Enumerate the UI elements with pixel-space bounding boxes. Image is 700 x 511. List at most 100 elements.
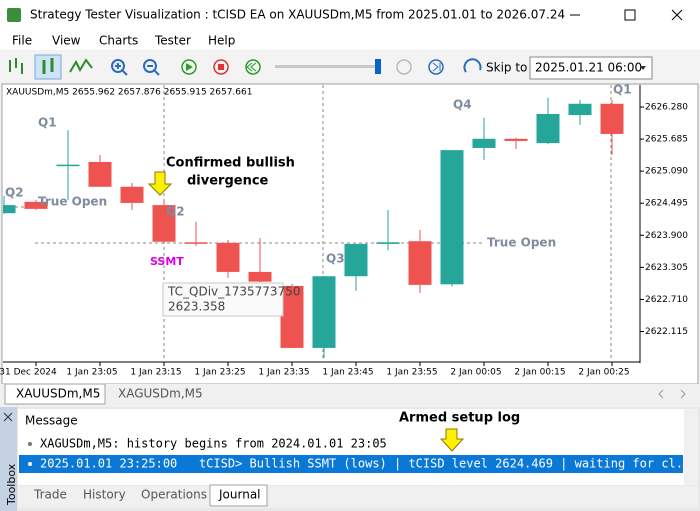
log-row[interactable]: XAGUSDm,M5: history begins from 2024.01.… — [40, 437, 387, 451]
row-bullet — [28, 462, 32, 466]
candle-body — [248, 271, 272, 282]
speed-slider[interactable] — [275, 65, 380, 68]
date-value: 2025.01.21 06:00 — [535, 61, 642, 75]
candle-body — [152, 205, 176, 242]
dropdown-arrow[interactable] — [640, 66, 646, 70]
bottom-tab[interactable]: Operations — [141, 488, 207, 502]
x-tick-label: 1 Jan 23:05 — [66, 368, 117, 378]
menu-item[interactable]: Tester — [154, 34, 191, 48]
chart-overlays: 2626.280 2625.685 2625.090 2624.495 2623.900… — [0, 83, 688, 378]
symbol-tab-active[interactable] — [4, 383, 106, 405]
bottom-tab[interactable]: Journal — [218, 488, 261, 502]
play-button[interactable] — [181, 59, 197, 75]
x-tick-label: 31 Dec 2024 — [0, 368, 57, 378]
symbol-tab[interactable]: XAUUSDm,M5 — [16, 387, 100, 401]
stop-button[interactable] — [213, 59, 229, 75]
scrollbar[interactable] — [684, 409, 698, 485]
log-callout: Armed setup log — [399, 411, 520, 426]
candle-icon — [42, 58, 54, 74]
rewind-button[interactable] — [245, 59, 261, 75]
skip-icon — [463, 58, 482, 73]
y-tick-label: 2625.685 — [645, 135, 688, 145]
tooltip-value: 2623.358 — [168, 300, 225, 314]
menu-item[interactable]: Help — [208, 34, 235, 48]
window-title: Strategy Tester Visualization : tCISD EA… — [30, 8, 565, 22]
candle-body — [120, 186, 144, 203]
toolbox-close[interactable] — [3, 412, 13, 422]
rewind-icon — [246, 62, 257, 72]
candle-body — [536, 113, 560, 144]
x-tick-label: 2 Jan 00:25 — [578, 368, 629, 378]
toolbox-label: Toolbox — [5, 463, 18, 506]
candles — [3, 97, 624, 359]
bottom-tab[interactable]: Trade — [33, 488, 67, 502]
toolbox-strip — [0, 407, 17, 511]
tab-scroll[interactable] — [658, 389, 686, 399]
zoom-in-button[interactable] — [111, 59, 125, 73]
log-row[interactable]: 2025.01.01 23:25:00 tCISD> Bullish SSMT … — [40, 457, 697, 471]
date-input[interactable] — [529, 56, 653, 80]
bottom-tab-active[interactable] — [209, 484, 268, 507]
candle-body — [568, 103, 592, 116]
candle-body — [56, 164, 80, 167]
line-chart-button[interactable] — [69, 58, 93, 73]
y-tick-label: 2623.900 — [645, 231, 688, 241]
symbol-tab-bar — [0, 384, 700, 406]
row-bullet — [28, 442, 32, 446]
candle-body — [344, 243, 368, 277]
annotation: Q1 — [38, 116, 57, 130]
bar-chart-button[interactable] — [9, 58, 23, 74]
title-bar — [0, 0, 700, 30]
selected-row[interactable] — [19, 455, 683, 473]
candle-body — [88, 161, 112, 187]
tooltip — [162, 282, 284, 317]
slider-handle[interactable] — [375, 59, 381, 74]
menu-item[interactable]: View — [52, 34, 81, 48]
candle-body — [280, 285, 304, 348]
annotation: True Open — [487, 236, 556, 250]
candle-body — [216, 242, 240, 272]
annotation: Q2 — [5, 186, 24, 200]
bottom-tab[interactable]: History — [83, 488, 126, 502]
candle-body — [504, 138, 528, 141]
callout-arrow — [147, 171, 173, 196]
candle-body — [440, 150, 464, 285]
x-tick-label: 2 Jan 00:05 — [450, 368, 501, 378]
bottom-tab-bar — [18, 486, 698, 508]
y-tick-label: 2625.090 — [645, 167, 688, 177]
step-button[interactable] — [396, 59, 412, 75]
candle-body — [3, 205, 16, 214]
candle-body — [600, 103, 624, 134]
skip-end-button[interactable] — [428, 59, 444, 75]
candle-body — [408, 241, 432, 285]
x-tick-label: 1 Jan 23:55 — [386, 368, 437, 378]
callout-text: divergence — [187, 174, 269, 189]
zoom-out-icon — [147, 65, 160, 76]
y-tick-label: 2622.115 — [645, 327, 688, 337]
x-tick-label: 1 Jan 23:25 — [194, 368, 245, 378]
column-header: Message — [25, 414, 78, 428]
zoom-out-button[interactable] — [143, 59, 157, 73]
menu-item[interactable]: File — [12, 34, 32, 48]
x-tick-label: 1 Jan 23:45 — [322, 368, 373, 378]
candle-body — [312, 276, 336, 348]
y-tick-label: 2626.280 — [645, 102, 688, 112]
log-arrow — [439, 428, 465, 452]
menu-item[interactable]: Charts — [99, 34, 138, 48]
annotation: Q3 — [326, 252, 345, 266]
candle-body — [376, 242, 400, 244]
annotation: SSMT — [150, 255, 184, 268]
x-tick-label: 1 Jan 23:35 — [258, 368, 309, 378]
maximize-button[interactable] — [624, 9, 636, 21]
annotation: Q4 — [453, 98, 472, 112]
skip-end-icon — [432, 62, 441, 72]
chart-header: XAUUSDm,M5 2655.962 2657.876 2655.915 26… — [6, 88, 252, 98]
app-icon — [7, 8, 21, 22]
symbol-tab[interactable]: XAGUSDm,M5 — [118, 387, 203, 401]
y-tick-label: 2623.305 — [645, 263, 688, 273]
chart-panel — [1, 83, 699, 385]
annotation: Q2 — [166, 205, 185, 219]
candle-chart-button[interactable] — [34, 54, 62, 80]
close-button[interactable] — [671, 9, 683, 21]
